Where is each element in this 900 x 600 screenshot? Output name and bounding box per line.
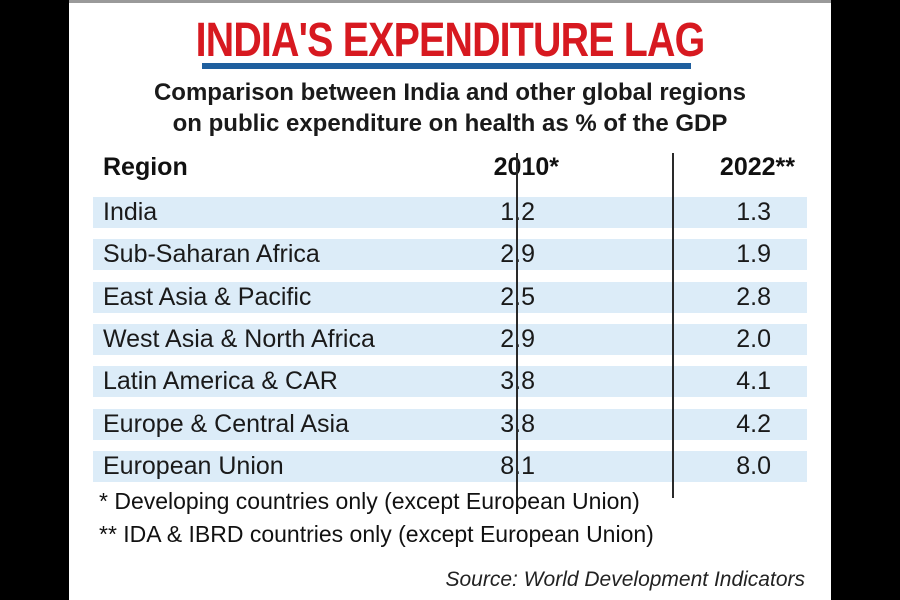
- table-row: Latin America & CAR3.84.1: [93, 366, 807, 398]
- column-divider: [516, 153, 518, 498]
- cell-2022: 2.0: [736, 324, 771, 353]
- cell-region: European Union: [103, 451, 284, 480]
- footnote: ** IDA & IBRD countries only (except Eur…: [99, 521, 654, 547]
- subtitle-line: Comparison between India and other globa…: [153, 79, 747, 106]
- cell-region: Europe & Central Asia: [103, 409, 349, 438]
- cell-2022: 4.2: [736, 409, 771, 438]
- cell-2022: 1.9: [736, 240, 771, 269]
- cell-region: Sub-Saharan Africa: [103, 240, 320, 269]
- column-header-2022: 2022**: [719, 153, 795, 181]
- cell-region: Latin America & CAR: [103, 367, 338, 396]
- column-header-2010: 2010*: [493, 153, 559, 181]
- infographic-card: INDIA'S EXPENDITURE LAG Comparison betwe…: [69, 0, 831, 600]
- cell-2022: 8.0: [736, 451, 771, 480]
- column-divider: [672, 153, 674, 498]
- cell-2022: 2.8: [736, 282, 771, 311]
- column-header-region: Region: [103, 153, 188, 181]
- cell-2022: 1.3: [736, 198, 771, 226]
- footnote: * Developing countries only (except Euro…: [99, 488, 640, 514]
- cell-2022: 4.1: [736, 367, 771, 396]
- chart-title: INDIA'S EXPENDITURE LAG: [195, 14, 706, 67]
- cell-region: West Asia & North Africa: [103, 324, 375, 353]
- cell-region: East Asia & Pacific: [103, 282, 312, 311]
- subtitle-line: on public expenditure on health as % of …: [172, 110, 728, 137]
- chart-subtitle: Comparison between India and other globa…: [69, 77, 831, 139]
- table-row: Europe & Central Asia3.84.2: [93, 408, 807, 440]
- source-credit: Source: World Development Indicators: [445, 568, 806, 591]
- title-underline: [202, 63, 691, 69]
- cell-region: India: [103, 198, 158, 226]
